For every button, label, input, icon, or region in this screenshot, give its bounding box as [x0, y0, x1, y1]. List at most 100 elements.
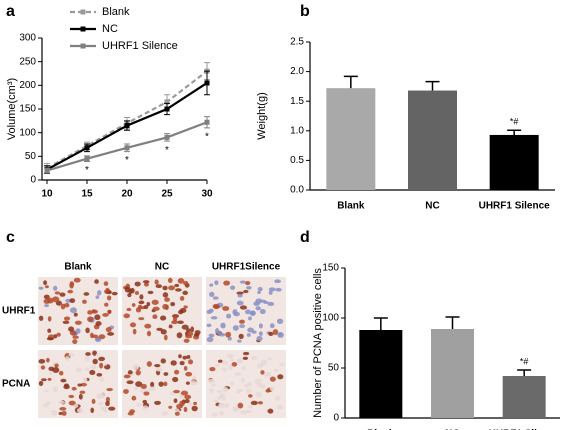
legend-marker — [80, 9, 86, 15]
nucleus — [92, 350, 97, 356]
micrograph — [122, 277, 202, 345]
nucleus — [175, 408, 180, 412]
nucleus — [214, 363, 220, 367]
nucleus — [163, 334, 168, 341]
point — [164, 106, 170, 112]
nucleus — [222, 386, 229, 393]
nucleus — [173, 398, 178, 404]
nucleus — [150, 381, 155, 388]
nucleus — [177, 320, 184, 324]
y-axis-label: Volume(cm³) — [6, 78, 18, 140]
nucleus — [238, 388, 244, 393]
nucleus — [151, 299, 159, 305]
nucleus — [103, 281, 109, 286]
nucleus — [250, 400, 258, 406]
legend-label: Blank — [102, 6, 130, 18]
nucleus — [59, 407, 67, 411]
nucleus — [210, 316, 218, 320]
nucleus — [255, 391, 262, 398]
nucleus — [190, 326, 195, 333]
x-tick-label: Blank — [367, 429, 395, 430]
nucleus — [154, 279, 159, 285]
nucleus — [223, 280, 231, 286]
nucleus — [127, 293, 132, 298]
nucleus — [254, 378, 262, 384]
nucleus — [232, 325, 239, 331]
nucleus — [160, 329, 167, 335]
y-tick-label: 2.5 — [290, 37, 304, 48]
nucleus — [82, 299, 87, 304]
nucleus — [76, 367, 83, 373]
nucleus — [279, 362, 285, 367]
nucleus — [91, 309, 98, 314]
nucleus — [179, 395, 185, 399]
nucleus — [107, 309, 112, 314]
y-tick-label: 0 — [333, 413, 339, 424]
nucleus — [259, 309, 266, 315]
nucleus — [183, 406, 188, 413]
nucleus — [257, 290, 261, 295]
nucleus — [136, 403, 142, 407]
nucleus — [219, 411, 225, 416]
nucleus — [135, 369, 141, 376]
nucleus — [73, 277, 81, 283]
point — [84, 145, 90, 151]
nucleus — [181, 324, 189, 330]
nucleus — [92, 358, 98, 365]
nucleus — [174, 369, 180, 375]
nucleus — [50, 409, 58, 416]
y-tick-label: 50 — [25, 151, 37, 162]
nucleus — [85, 327, 90, 334]
micrograph — [122, 350, 202, 418]
nucleus — [246, 285, 252, 290]
nucleus — [127, 370, 133, 375]
nucleus — [269, 386, 275, 392]
nucleus — [276, 404, 284, 410]
bar — [359, 330, 403, 418]
point — [204, 119, 210, 125]
nucleus — [63, 384, 70, 390]
nucleus — [132, 328, 137, 335]
error-bar — [425, 80, 440, 91]
error-bar — [445, 316, 460, 329]
nucleus — [183, 280, 189, 286]
nucleus — [251, 330, 257, 334]
nucleus — [131, 395, 137, 401]
nucleus — [222, 396, 226, 401]
nucleus — [218, 402, 226, 409]
nucleus — [275, 395, 281, 401]
nucleus — [44, 389, 49, 393]
nucleus — [69, 282, 74, 289]
nucleus — [54, 363, 59, 368]
nucleus — [95, 321, 102, 326]
nucleus — [164, 297, 170, 302]
bar — [408, 90, 457, 190]
y-tick-label: 100 — [322, 313, 339, 324]
nucleus — [260, 370, 265, 375]
point — [164, 99, 170, 105]
nucleus — [211, 383, 216, 387]
nucleus — [135, 381, 143, 387]
nucleus — [222, 306, 230, 311]
nucleus — [216, 389, 223, 394]
nucleus — [183, 365, 188, 371]
nucleus — [233, 311, 240, 317]
nucleus — [131, 303, 136, 307]
micrograph-bg — [206, 350, 286, 418]
nucleus — [82, 377, 88, 384]
nucleus — [78, 393, 83, 400]
nucleus — [79, 390, 86, 394]
nucleus — [84, 367, 90, 372]
row-label: PCNA — [2, 379, 30, 390]
nucleus — [247, 404, 253, 409]
nucleus — [160, 315, 167, 321]
nucleus — [40, 365, 46, 370]
nucleus — [182, 290, 189, 296]
nucleus — [187, 331, 194, 337]
x-tick-label: UHRF1 Silence — [479, 201, 551, 212]
bar — [326, 88, 376, 190]
nucleus — [245, 388, 252, 394]
nucleus — [48, 366, 55, 372]
nucleus — [87, 310, 93, 315]
